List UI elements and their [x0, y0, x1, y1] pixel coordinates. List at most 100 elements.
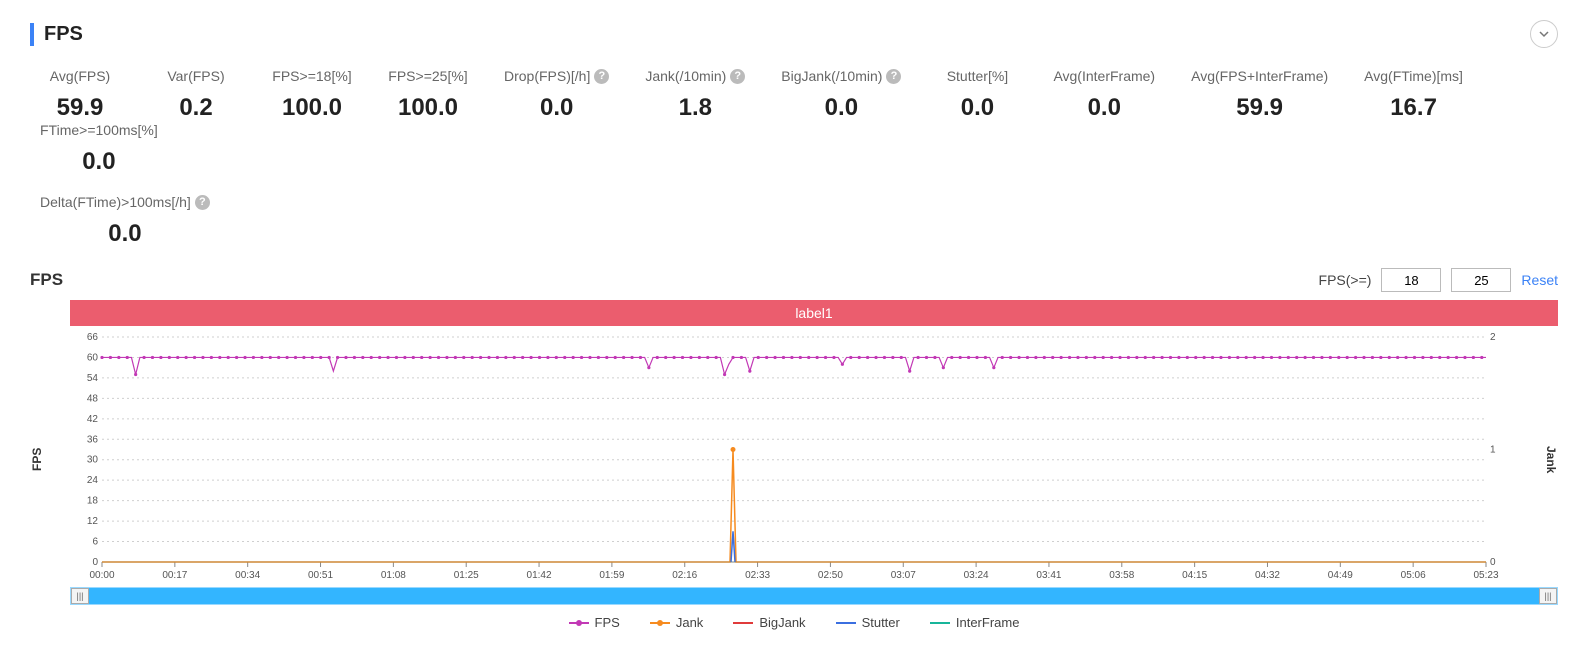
svg-text:1: 1 [1490, 445, 1496, 456]
svg-text:02:33: 02:33 [745, 570, 770, 581]
svg-text:02:16: 02:16 [672, 570, 697, 581]
svg-text:54: 54 [87, 373, 99, 384]
metric-item: FPS>=18[%] 100.0 [272, 68, 352, 122]
chevron-down-icon [1538, 28, 1550, 40]
svg-text:60: 60 [87, 352, 99, 363]
metric-item: Avg(FPS)59.9 [40, 68, 120, 122]
metric-value: 1.8 [679, 94, 712, 122]
svg-text:04:32: 04:32 [1255, 570, 1280, 581]
svg-text:24: 24 [87, 475, 99, 486]
svg-text:6: 6 [92, 537, 98, 548]
svg-text:03:07: 03:07 [891, 570, 916, 581]
chart-scrollbar[interactable]: ||| ||| [70, 587, 1558, 605]
legend-label: BigJank [759, 615, 805, 630]
metric-value: 0.0 [82, 148, 115, 176]
svg-text:05:23: 05:23 [1473, 570, 1498, 581]
fps-threshold-2-input[interactable] [1451, 268, 1511, 292]
metric-label: Avg(FTime)[ms] [1364, 68, 1463, 84]
metric-label: FTime>=100ms[%] [40, 122, 158, 138]
legend-item[interactable]: BigJank [733, 615, 805, 630]
legend-label: Jank [676, 615, 703, 630]
svg-text:04:49: 04:49 [1328, 570, 1353, 581]
metric-label: Avg(FPS+InterFrame) [1191, 68, 1328, 84]
svg-text:03:58: 03:58 [1109, 570, 1134, 581]
metric-item: Avg(FTime)[ms] 16.7 [1364, 68, 1463, 122]
svg-text:0: 0 [92, 557, 98, 568]
svg-text:01:25: 01:25 [454, 570, 479, 581]
svg-text:18: 18 [87, 496, 99, 507]
legend-item[interactable]: InterFrame [930, 615, 1020, 630]
metric-label: BigJank(/10min)? [781, 68, 901, 84]
legend-label: InterFrame [956, 615, 1020, 630]
fps-ge-label: FPS(>=) [1319, 272, 1372, 288]
help-icon[interactable]: ? [195, 195, 210, 210]
metric-item: Avg(InterFrame)0.0 [1053, 68, 1155, 122]
chart-title: FPS [30, 270, 63, 290]
metric-value: 0.0 [108, 220, 141, 248]
help-icon[interactable]: ? [886, 69, 901, 84]
svg-text:48: 48 [87, 393, 99, 404]
metric-value: 59.9 [1236, 94, 1283, 122]
metric-value: 0.0 [1088, 94, 1121, 122]
chart-plot[interactable]: 061218243036424854606601200:0000:1700:34… [48, 332, 1540, 587]
svg-text:03:41: 03:41 [1036, 570, 1061, 581]
chart-label-banner[interactable]: label1 [70, 300, 1558, 326]
metric-value: 100.0 [398, 94, 458, 122]
svg-text:66: 66 [87, 332, 99, 343]
metric-item: Avg(FPS+InterFrame) 59.9 [1191, 68, 1328, 122]
svg-text:00:00: 00:00 [89, 570, 114, 581]
metric-item: Drop(FPS)[/h]? 0.0 [504, 68, 609, 122]
metric-value: 0.0 [540, 94, 573, 122]
left-axis-title: FPS [30, 332, 48, 587]
metric-item: FPS>=25[%] 100.0 [388, 68, 468, 122]
right-axis-title: Jank [1540, 332, 1558, 587]
metric-label: FPS>=18[%] [272, 68, 351, 84]
metric-value: 0.0 [961, 94, 994, 122]
help-icon[interactable]: ? [730, 69, 745, 84]
metrics-row-2: Delta(FTime)>100ms[/h]? 0.0 [30, 194, 1558, 248]
metric-label: Stutter[%] [947, 68, 1008, 84]
svg-text:01:08: 01:08 [381, 570, 406, 581]
reset-link[interactable]: Reset [1521, 272, 1558, 288]
chart-controls: FPS(>=) Reset [1319, 268, 1558, 292]
legend-item[interactable]: Jank [650, 615, 703, 630]
svg-text:12: 12 [87, 516, 99, 527]
svg-text:0: 0 [1490, 557, 1496, 568]
svg-text:2: 2 [1490, 332, 1496, 343]
metric-label: Drop(FPS)[/h]? [504, 68, 609, 84]
metric-item: FTime>=100ms[%] 0.0 [40, 122, 158, 176]
svg-text:36: 36 [87, 434, 99, 445]
metric-label: FPS>=25[%] [388, 68, 467, 84]
chart-legend: FPS Jank BigJank Stutter InterFrame [30, 615, 1558, 630]
metric-label: Delta(FTime)>100ms[/h]? [40, 194, 210, 210]
svg-text:30: 30 [87, 455, 99, 466]
collapse-button[interactable] [1530, 20, 1558, 48]
metric-label: Var(FPS) [167, 68, 224, 84]
metric-value: 0.2 [179, 94, 212, 122]
fps-threshold-1-input[interactable] [1381, 268, 1441, 292]
scroll-handle-left[interactable]: ||| [71, 588, 89, 604]
svg-text:00:51: 00:51 [308, 570, 333, 581]
svg-text:03:24: 03:24 [964, 570, 989, 581]
scroll-handle-right[interactable]: ||| [1539, 588, 1557, 604]
legend-item[interactable]: FPS [569, 615, 620, 630]
panel-title: FPS [30, 23, 83, 46]
metrics-row: Avg(FPS)59.9Var(FPS)0.2FPS>=18[%]100.0FP… [30, 68, 1558, 176]
metric-item: Delta(FTime)>100ms[/h]? 0.0 [40, 194, 210, 248]
metric-value: 100.0 [282, 94, 342, 122]
metric-value: 16.7 [1390, 94, 1437, 122]
svg-text:42: 42 [87, 414, 99, 425]
svg-text:00:17: 00:17 [162, 570, 187, 581]
svg-text:05:06: 05:06 [1401, 570, 1426, 581]
svg-text:02:50: 02:50 [818, 570, 843, 581]
svg-text:01:42: 01:42 [527, 570, 552, 581]
help-icon[interactable]: ? [594, 69, 609, 84]
metric-item: BigJank(/10min)?0.0 [781, 68, 901, 122]
metric-label: Jank(/10min)? [645, 68, 745, 84]
metric-item: Stutter[%] 0.0 [937, 68, 1017, 122]
legend-label: FPS [595, 615, 620, 630]
metric-label: Avg(FPS) [50, 68, 110, 84]
legend-item[interactable]: Stutter [836, 615, 900, 630]
legend-label: Stutter [862, 615, 900, 630]
metric-item: Var(FPS) 0.2 [156, 68, 236, 122]
